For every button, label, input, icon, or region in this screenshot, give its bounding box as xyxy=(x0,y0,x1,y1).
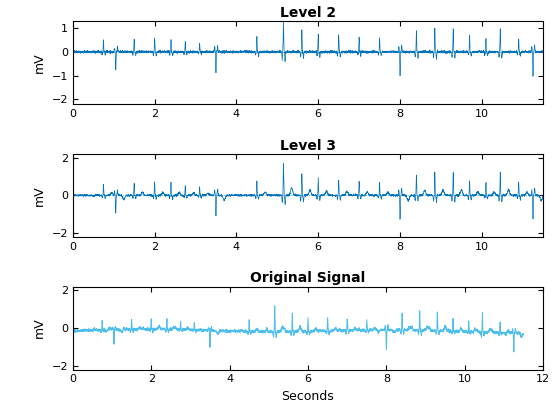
Y-axis label: mV: mV xyxy=(33,318,46,339)
Y-axis label: mV: mV xyxy=(33,52,46,73)
X-axis label: Seconds: Seconds xyxy=(282,390,334,403)
Y-axis label: mV: mV xyxy=(33,185,46,206)
Title: Level 2: Level 2 xyxy=(280,6,336,20)
Title: Original Signal: Original Signal xyxy=(250,271,366,286)
Title: Level 3: Level 3 xyxy=(280,139,336,152)
